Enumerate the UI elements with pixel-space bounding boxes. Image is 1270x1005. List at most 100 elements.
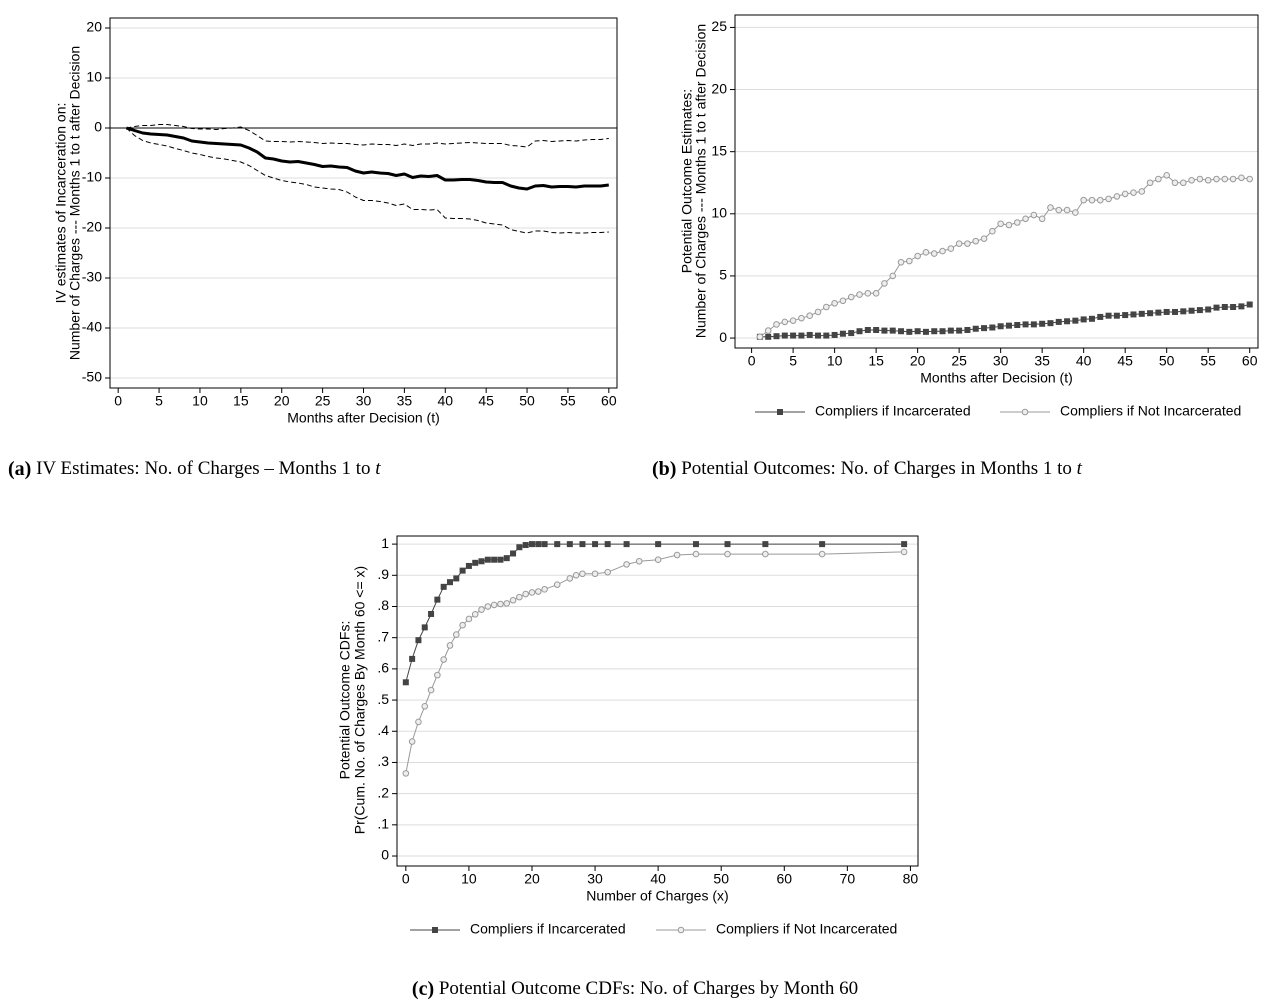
caption-text: IV Estimates: No. of Charges – Months 1 … xyxy=(36,458,370,479)
x-tick-label: 35 xyxy=(397,393,413,409)
marker xyxy=(964,326,971,333)
marker xyxy=(1055,206,1063,214)
caption-text: Potential Outcomes: No. of Charges in Mo… xyxy=(681,458,1072,479)
marker xyxy=(623,541,630,548)
marker xyxy=(692,541,699,548)
marker xyxy=(922,328,929,335)
legend-label: Compliers if Not Incarcerated xyxy=(1060,403,1241,419)
y-tick-label: .8 xyxy=(377,597,389,613)
marker xyxy=(1088,196,1096,204)
marker xyxy=(901,541,908,548)
marker xyxy=(922,249,930,256)
marker xyxy=(1196,175,1204,183)
marker xyxy=(847,293,855,301)
marker xyxy=(1138,310,1145,317)
x-tick-label: 40 xyxy=(1076,353,1092,369)
y-axis-title: Number of Charges --- Months 1 to t afte… xyxy=(67,46,83,360)
marker xyxy=(427,686,435,694)
marker xyxy=(1196,307,1203,314)
x-tick-label: 20 xyxy=(274,393,290,409)
marker xyxy=(497,600,504,608)
caption-text: Potential Outcome CDFs: No. of Charges b… xyxy=(439,978,858,999)
x-tick-label: 45 xyxy=(478,393,494,409)
marker xyxy=(409,655,416,662)
marker xyxy=(1088,315,1095,322)
legend-marker xyxy=(677,926,685,934)
x-tick-label: 10 xyxy=(461,871,477,887)
marker xyxy=(1180,308,1187,315)
marker xyxy=(541,586,548,593)
marker xyxy=(889,327,896,334)
marker xyxy=(421,703,429,710)
marker xyxy=(1138,188,1146,195)
marker xyxy=(1038,215,1046,223)
marker xyxy=(534,588,542,595)
legend-marker xyxy=(777,409,783,415)
marker xyxy=(440,583,447,590)
y-tick-label: 5 xyxy=(719,267,727,283)
marker xyxy=(503,555,510,562)
marker xyxy=(1163,171,1170,179)
marker xyxy=(819,541,826,548)
marker xyxy=(554,541,561,548)
marker xyxy=(931,328,938,335)
x-axis-title: Months after Decision (t) xyxy=(287,410,440,426)
marker xyxy=(402,679,409,686)
marker xyxy=(1047,204,1054,211)
marker xyxy=(459,567,466,574)
marker xyxy=(781,332,788,339)
marker xyxy=(897,258,905,266)
marker xyxy=(459,621,466,629)
marker xyxy=(446,579,453,586)
marker xyxy=(898,328,905,335)
y-axis-title: Potential Outcome CDFs: xyxy=(337,621,353,780)
marker xyxy=(972,325,979,332)
y-tick-label: -40 xyxy=(82,319,102,335)
legend-marker xyxy=(432,927,438,933)
x-axis-title: Months after Decision (t) xyxy=(920,370,1073,386)
marker xyxy=(980,235,988,242)
marker xyxy=(1130,189,1137,196)
marker xyxy=(989,227,996,235)
plot-area xyxy=(110,18,617,388)
marker xyxy=(484,603,492,610)
x-tick-label: 20 xyxy=(524,871,540,887)
marker xyxy=(1213,304,1220,311)
marker xyxy=(856,328,863,335)
x-tick-label: 15 xyxy=(233,393,249,409)
marker xyxy=(773,321,780,328)
marker xyxy=(1246,175,1253,183)
x-tick-label: 25 xyxy=(315,393,331,409)
x-tick-label: 50 xyxy=(519,393,535,409)
series-line xyxy=(126,127,609,234)
marker xyxy=(402,770,410,777)
x-tick-label: 35 xyxy=(1034,353,1050,369)
marker xyxy=(654,556,662,564)
x-tick-label: 50 xyxy=(713,871,729,887)
plot-frame xyxy=(396,535,919,867)
marker xyxy=(428,610,435,617)
marker xyxy=(864,326,871,333)
marker xyxy=(762,550,769,558)
marker xyxy=(939,328,946,335)
x-tick-label: 55 xyxy=(1200,353,1216,369)
marker xyxy=(1039,320,1046,327)
marker xyxy=(1013,219,1021,226)
y-tick-label: -10 xyxy=(82,169,102,185)
x-tick-label: 60 xyxy=(1242,353,1258,369)
y-axis-title: IV estimates of Incarceration on: xyxy=(53,103,69,304)
y-tick-label: -20 xyxy=(82,219,102,235)
marker xyxy=(472,559,479,566)
caption-label: (b) xyxy=(652,458,676,480)
marker xyxy=(566,575,574,582)
marker xyxy=(972,237,980,245)
marker xyxy=(939,247,946,255)
marker xyxy=(623,561,630,568)
marker xyxy=(491,556,498,563)
x-tick-label: 60 xyxy=(776,871,792,887)
marker xyxy=(831,331,838,338)
marker xyxy=(1147,310,1154,317)
y-tick-label: -30 xyxy=(82,269,102,285)
marker xyxy=(839,297,847,305)
marker xyxy=(1064,318,1071,325)
